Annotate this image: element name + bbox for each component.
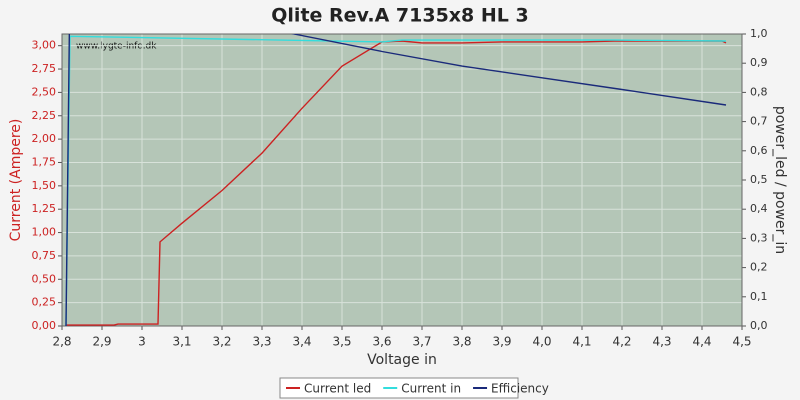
- x-tick-label: 3: [138, 335, 146, 349]
- x-axis-title: Voltage in: [367, 352, 437, 368]
- plot-area: [62, 34, 742, 326]
- legend-label: Current led: [304, 382, 371, 396]
- y2-tick-label: 1,0: [750, 27, 768, 40]
- legend-label: Current in: [401, 382, 461, 396]
- y2-tick-label: 0,4: [750, 202, 768, 215]
- y-tick-label: 1,25: [32, 202, 57, 215]
- x-tick-label: 3,5: [332, 335, 351, 349]
- y-tick-label: 2,75: [32, 62, 57, 75]
- x-tick-label: 3,2: [212, 335, 231, 349]
- y-tick-label: 0,50: [32, 272, 57, 285]
- x-tick-label: 3,3: [252, 335, 271, 349]
- y2-tick-label: 0,8: [750, 85, 768, 98]
- legend-label: Efficiency: [491, 382, 549, 396]
- series-line: [65, 34, 727, 326]
- y-tick-label: 3,00: [32, 39, 57, 52]
- y-tick-label: 2,00: [32, 132, 57, 145]
- y2-tick-label: 0,5: [750, 173, 768, 186]
- x-tick-label: 2,9: [92, 335, 111, 349]
- watermark: www.lygte-info.dk: [76, 42, 157, 52]
- chart-title: Qlite Rev.A 7135x8 HL 3: [271, 5, 528, 27]
- x-tick-label: 3,7: [412, 335, 431, 349]
- x-tick-label: 3,1: [172, 335, 191, 349]
- x-tick-label: 4,0: [532, 335, 551, 349]
- x-tick-label: 4,5: [732, 335, 751, 349]
- plot-border: [61, 33, 743, 327]
- x-tick-label: 3,4: [292, 335, 311, 349]
- y2-tick-label: 0,2: [750, 261, 768, 274]
- x-tick-label: 4,4: [692, 335, 711, 349]
- y-tick-label: 1,50: [32, 179, 57, 192]
- y-tick-label: 1,00: [32, 226, 57, 239]
- y2-axis-title: power_led / power_in: [772, 106, 788, 254]
- x-tick-label: 4,3: [652, 335, 671, 349]
- y-tick-label: 1,75: [32, 155, 57, 168]
- y-tick-label: 2,25: [32, 109, 57, 122]
- x-tick-label: 3,6: [372, 335, 391, 349]
- y-tick-label: 0,75: [32, 249, 57, 262]
- x-tick-label: 2,8: [52, 335, 71, 349]
- x-tick-label: 3,8: [452, 335, 471, 349]
- x-tick-label: 3,9: [492, 335, 511, 349]
- y-tick-label: 0,00: [32, 319, 57, 332]
- y-tick-label: 2,50: [32, 85, 57, 98]
- y2-tick-label: 0,9: [750, 56, 768, 69]
- legend: [279, 377, 519, 399]
- x-tick-label: 4,2: [612, 335, 631, 349]
- y2-tick-label: 0,1: [750, 290, 768, 303]
- y-tick-label: 0,25: [32, 296, 57, 309]
- y2-tick-label: 0,6: [750, 144, 768, 157]
- y-axis-title: Current (Ampere): [8, 119, 24, 242]
- y2-tick-label: 0,7: [750, 115, 768, 128]
- y2-tick-label: 0,3: [750, 231, 768, 244]
- y2-tick-label: 0,0: [750, 319, 768, 332]
- x-tick-label: 4,1: [572, 335, 591, 349]
